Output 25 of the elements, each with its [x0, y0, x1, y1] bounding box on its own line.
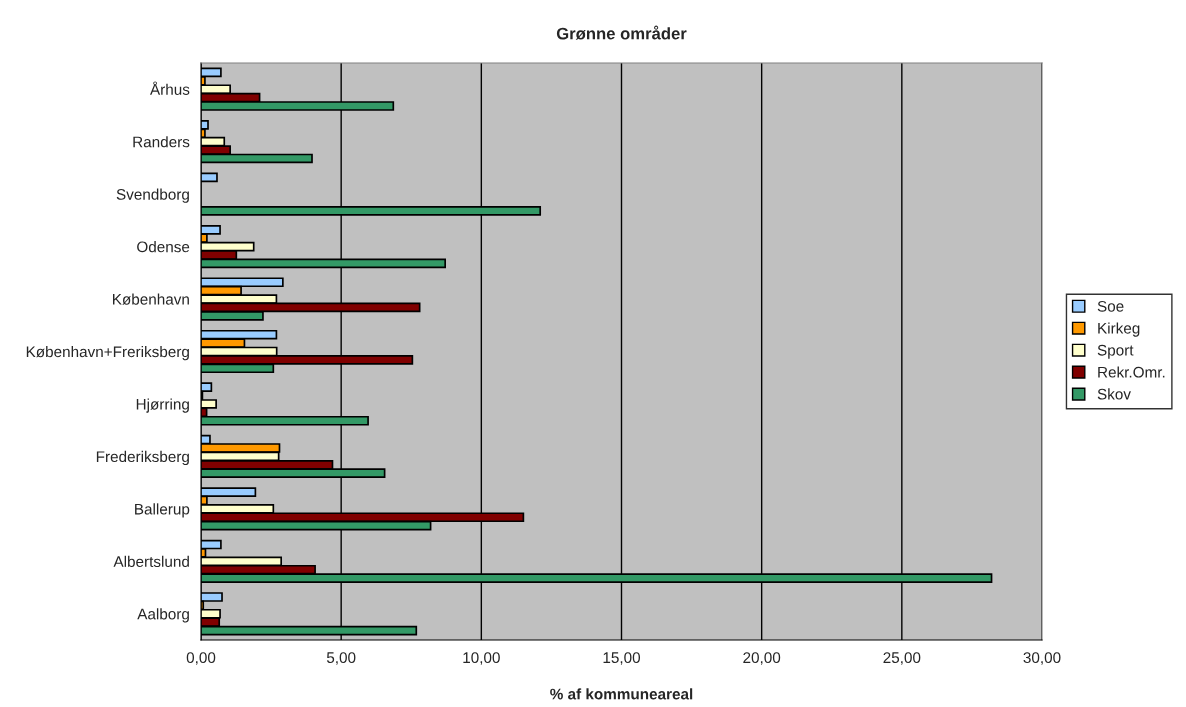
y-tick-label: Svendborg	[116, 188, 189, 203]
legend-label: Skov	[1097, 388, 1131, 400]
y-tick-label: Frederiksberg	[96, 450, 189, 466]
legend-label: Soe	[1097, 300, 1124, 312]
y-tick-label: Ballerup	[135, 503, 190, 518]
x-tick-label: 5,00	[326, 652, 356, 665]
legend-label: Kirkeg	[1098, 322, 1140, 337]
x-tick-label: 0,00	[186, 652, 216, 665]
chart-title: Grønne områder	[556, 25, 687, 40]
legend-label: Sport	[1097, 344, 1134, 359]
x-tick-label: 10,00	[463, 652, 500, 665]
y-tick-label: Århus	[150, 81, 190, 95]
y-tick-label: København+Freriksberg	[26, 345, 189, 361]
y-tick-label: København	[113, 293, 189, 305]
y-tick-label: Albertslund	[113, 555, 189, 567]
y-tick-label: Odense	[137, 241, 190, 253]
y-tick-label: Randers	[133, 136, 190, 148]
y-tick-label: Hjørring	[136, 398, 189, 413]
y-tick-label: Aalborg	[137, 608, 189, 623]
x-tick-label: 30,00	[1023, 652, 1061, 665]
legend-label: Rekr.Omr.	[1098, 366, 1165, 378]
x-tick-label: 15,00	[603, 652, 641, 665]
x-axis-title: % af kommuneareal	[550, 688, 693, 700]
x-tick-label: 25,00	[883, 652, 921, 665]
x-tick-label: 20,00	[743, 652, 781, 665]
